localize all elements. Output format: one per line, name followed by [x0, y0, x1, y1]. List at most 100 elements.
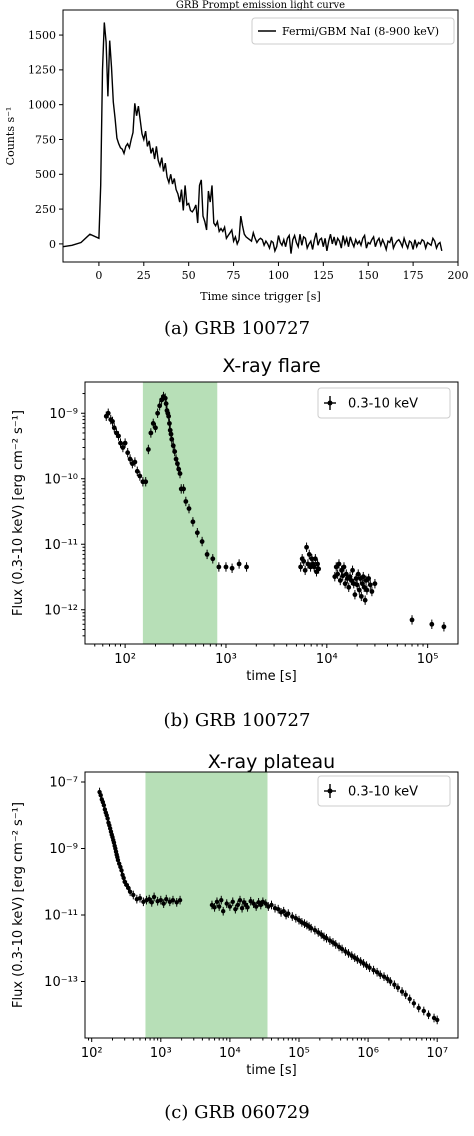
marker: [122, 440, 128, 446]
data-point: [251, 899, 256, 908]
data-point: [219, 895, 224, 905]
data-point: [356, 585, 362, 595]
marker: [360, 574, 366, 580]
data-point: [304, 542, 309, 552]
x-tick-label: 10⁴: [316, 652, 338, 667]
marker: [385, 976, 390, 982]
marker: [275, 906, 281, 912]
data-point: [336, 559, 342, 569]
marker: [426, 1012, 431, 1017]
data-point: [194, 528, 200, 538]
data-point: [431, 1013, 437, 1023]
marker: [381, 974, 387, 979]
marker: [199, 539, 205, 544]
marker: [366, 576, 372, 581]
marker: [337, 578, 343, 583]
marker: [168, 431, 174, 437]
data-point: [378, 970, 383, 980]
marker: [302, 567, 308, 573]
y-tick-label: 10⁻¹¹: [44, 909, 78, 924]
marker: [116, 433, 121, 439]
x-tick-label: 0: [95, 269, 102, 282]
y-axis-label: Flux (0.3-10 keV) [erg cm⁻² s⁻¹]: [11, 802, 26, 1008]
data-point: [360, 571, 366, 582]
x-tick-label: 50: [182, 269, 196, 282]
x-tick-label: 10³: [215, 652, 237, 667]
legend-label: 0.3-10 keV: [348, 785, 418, 800]
caption-c: (c) GRB 060729: [164, 1102, 310, 1123]
x-axis-label: time [s]: [246, 669, 296, 684]
marker: [431, 1015, 437, 1021]
marker: [223, 564, 229, 570]
marker: [221, 909, 226, 914]
marker: [355, 571, 361, 577]
data-point: [324, 933, 329, 943]
y-tick-label: 1250: [28, 64, 56, 77]
data-point: [210, 554, 216, 564]
y-tick-label: 500: [35, 168, 56, 181]
marker: [378, 972, 383, 977]
marker: [194, 530, 200, 536]
legend: 0.3-10 keV: [317, 775, 451, 807]
marker: [251, 901, 256, 906]
data-point: [346, 582, 352, 593]
data-point: [354, 580, 360, 590]
marker: [367, 582, 373, 588]
data-point: [150, 418, 156, 429]
marker: [105, 410, 111, 416]
marker: [125, 450, 131, 456]
data-point: [236, 559, 242, 569]
marker: [155, 410, 161, 416]
marker: [316, 566, 322, 572]
marker: [290, 914, 295, 919]
marker: [308, 926, 314, 931]
marker: [186, 506, 192, 512]
data-point: [229, 563, 235, 573]
data-point: [132, 457, 138, 467]
data-point: [181, 484, 186, 494]
marker: [346, 584, 352, 590]
legend-box: [317, 387, 451, 419]
data-point: [164, 894, 169, 904]
marker: [371, 967, 376, 973]
data-point: [170, 895, 176, 905]
marker: [298, 564, 304, 570]
data-point: [227, 902, 233, 911]
data-point: [392, 980, 397, 990]
data-point: [263, 899, 268, 908]
data-point: [118, 438, 123, 448]
data-point: [237, 895, 243, 905]
data-point: [125, 447, 131, 458]
data-point: [358, 591, 364, 602]
marker: [111, 425, 117, 431]
marker: [235, 902, 240, 908]
marker: [358, 593, 364, 599]
legend-box: [251, 17, 455, 45]
data-point: [308, 923, 314, 933]
marker: [169, 436, 175, 442]
x-tick-label: 200: [448, 269, 469, 282]
data-point: [134, 466, 140, 476]
y-tick-label: 10⁻⁷: [49, 776, 78, 791]
x-tick-label: 100: [268, 269, 289, 282]
marker: [434, 1017, 440, 1023]
marker: [372, 581, 378, 587]
data-point: [311, 562, 317, 572]
x-tick-label: 10⁷: [426, 1046, 448, 1061]
data-point: [416, 1003, 421, 1013]
data-point: [235, 900, 240, 910]
marker: [167, 420, 172, 426]
data-point: [127, 454, 133, 464]
marker: [131, 892, 136, 898]
data-point: [158, 895, 163, 905]
data-point: [239, 903, 245, 913]
marker: [353, 576, 359, 581]
marker: [120, 445, 126, 450]
caption-a: (a) GRB 100727: [163, 318, 311, 339]
data-point: [355, 569, 361, 579]
data-point: [216, 562, 222, 572]
marker: [374, 970, 380, 975]
data-point: [371, 965, 376, 975]
data-point: [362, 595, 368, 605]
data-point: [312, 554, 318, 564]
